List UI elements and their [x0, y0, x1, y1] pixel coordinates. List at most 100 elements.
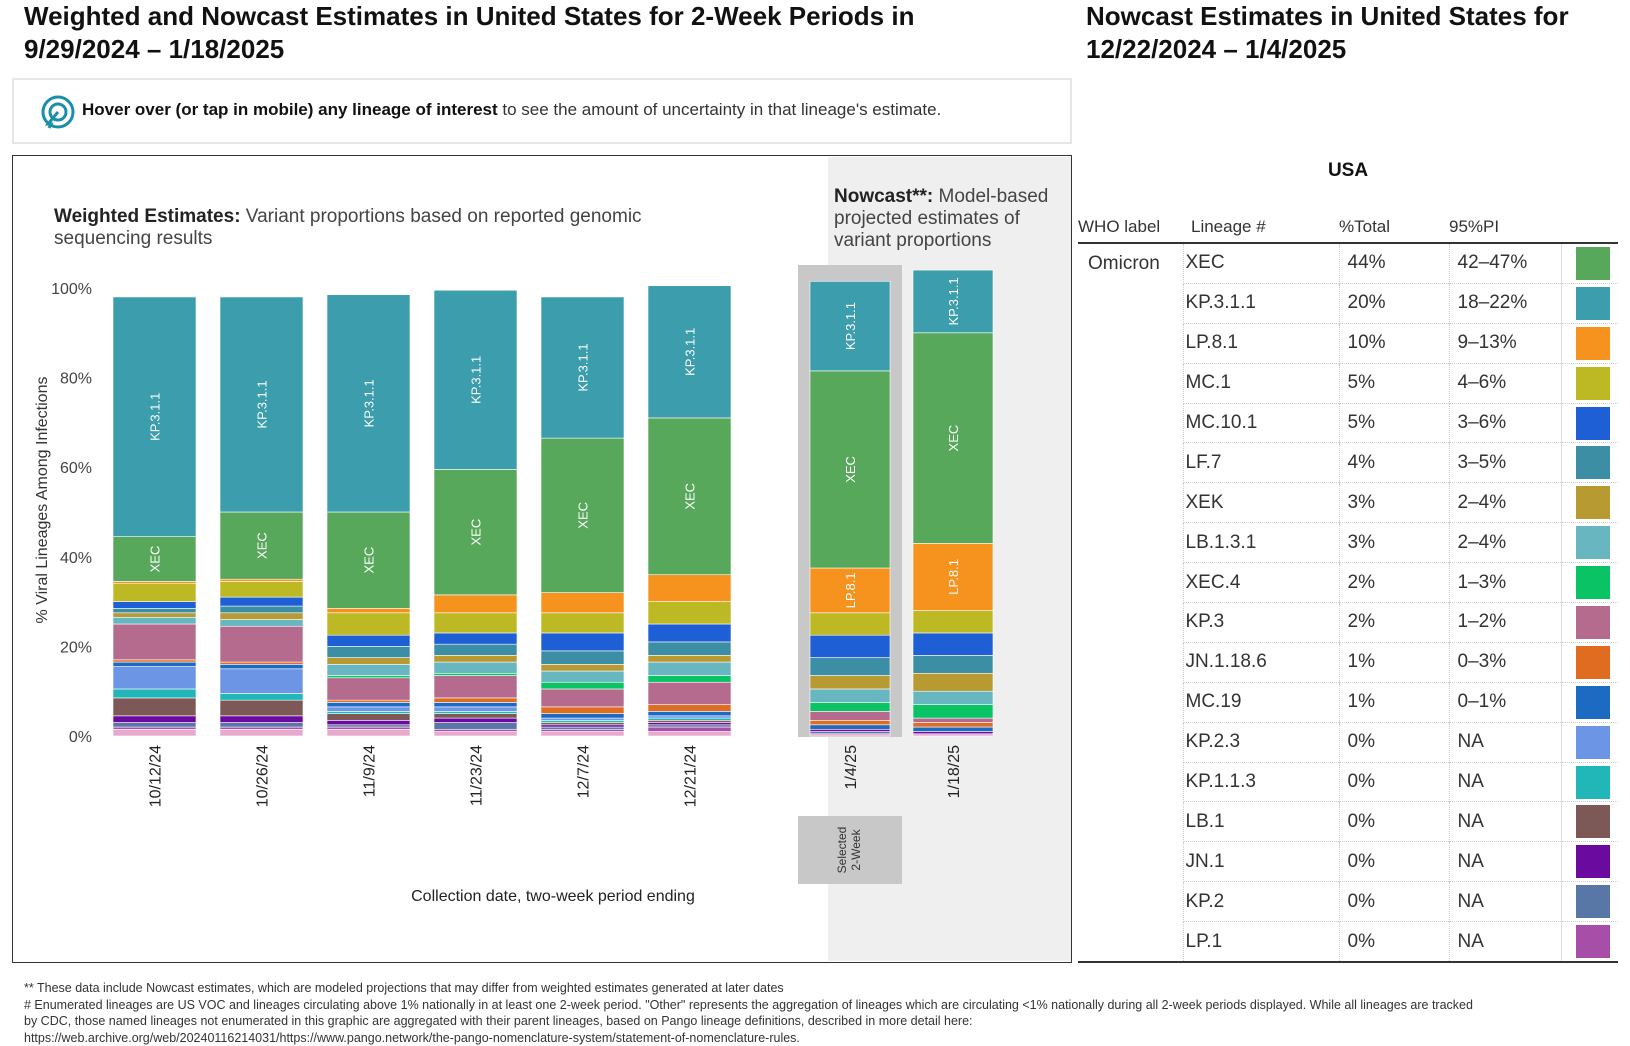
lineage-color-swatch: [1576, 805, 1610, 838]
swatch-cell: [1561, 603, 1618, 643]
total-cell: 3%: [1339, 523, 1449, 563]
lineage-color-swatch: [1576, 646, 1610, 679]
lineage-cell: LB.1.3.1: [1183, 523, 1339, 563]
bar-segment: [648, 725, 731, 727]
header-lineage: Lineage #: [1183, 212, 1339, 243]
bar-segment: [113, 729, 196, 736]
bar-segment: [648, 624, 731, 642]
footnote-line: ** These data include Nowcast estimates,…: [24, 980, 1624, 997]
bar-segment: [434, 673, 517, 675]
lineage-cell: XEC.4: [1183, 563, 1339, 603]
swatch-cell: [1561, 323, 1618, 363]
bar-segment: [220, 693, 303, 700]
footnotes: ** These data include Nowcast estimates,…: [24, 980, 1624, 1046]
bar-segment: [220, 664, 303, 668]
bar-segment-label: KP.3.1.1: [946, 277, 961, 325]
bar-segment: [541, 720, 624, 722]
bar-segment: [434, 729, 517, 731]
x-tick-label: 10/26/24: [255, 745, 272, 807]
who-label-cell: [1078, 363, 1183, 403]
lineage-color-swatch: [1576, 566, 1610, 599]
pi-cell: 0–3%: [1449, 642, 1561, 682]
who-label-cell: [1078, 642, 1183, 682]
y-tick-label: 100%: [51, 281, 92, 298]
who-label-cell: [1078, 323, 1183, 363]
bar-segment: [434, 718, 517, 722]
swatch-cell: [1561, 283, 1618, 323]
lineage-cell: LP.8.1: [1183, 323, 1339, 363]
bar-segment: [913, 723, 993, 727]
bar-segment-label: XEC: [255, 532, 270, 559]
lineage-cell: KP.3.1.1: [1183, 283, 1339, 323]
lineage-cell: KP.1.1.3: [1183, 762, 1339, 802]
bar-segment: [648, 575, 731, 602]
x-tick-label: 1/4/25: [843, 745, 860, 790]
swatch-cell: [1561, 563, 1618, 603]
bar-segment: [434, 613, 517, 633]
bar-segment: [541, 651, 624, 664]
y-tick-label: 60%: [60, 460, 92, 477]
bar-segment: [220, 669, 303, 694]
total-cell: 0%: [1339, 722, 1449, 762]
bar-segment: [113, 613, 196, 617]
x-tick-label: 12/7/24: [576, 745, 593, 798]
y-axis-label: % Viral Lineages Among Infections: [34, 377, 51, 624]
bar-segment: [913, 673, 993, 691]
total-cell: 10%: [1339, 323, 1449, 363]
table-title: Nowcast Estimates in United States for 1…: [1086, 0, 1606, 66]
total-cell: 5%: [1339, 363, 1449, 403]
total-cell: 2%: [1339, 563, 1449, 603]
total-cell: 2%: [1339, 603, 1449, 643]
lineage-cell: KP.2: [1183, 882, 1339, 922]
bar-segment: [648, 682, 731, 704]
bar-segment: [810, 720, 890, 724]
bar-segment: [648, 642, 731, 655]
swatch-cell: [1561, 722, 1618, 762]
bar-segment: [327, 707, 410, 711]
bar-segment: [113, 584, 196, 602]
lineage-cell: JN.1.18.6: [1183, 642, 1339, 682]
lineage-cell: LB.1: [1183, 802, 1339, 842]
swatch-cell: [1561, 243, 1618, 283]
bar-segment: [434, 633, 517, 644]
bar-segment: [327, 608, 410, 612]
bar-segment: [541, 732, 624, 736]
bar-segment: [220, 723, 303, 727]
pi-cell: NA: [1449, 922, 1561, 962]
bar-segment-label: XEC: [683, 483, 698, 510]
bar-segment: [810, 711, 890, 720]
swatch-cell: [1561, 882, 1618, 922]
lineage-color-swatch: [1576, 486, 1610, 519]
total-cell: 4%: [1339, 443, 1449, 483]
bar-segment: [913, 727, 993, 731]
bar-segment: [220, 579, 303, 581]
bar-segment: [327, 664, 410, 675]
total-cell: 44%: [1339, 243, 1449, 283]
swatch-cell: [1561, 443, 1618, 483]
who-label-cell: [1078, 722, 1183, 762]
bar-segment-label: XEC: [946, 425, 961, 452]
total-cell: 20%: [1339, 283, 1449, 323]
bar-segment: [648, 723, 731, 725]
bar-segment: [220, 662, 303, 664]
bar-segment: [434, 707, 517, 711]
bar-segment: [220, 606, 303, 613]
